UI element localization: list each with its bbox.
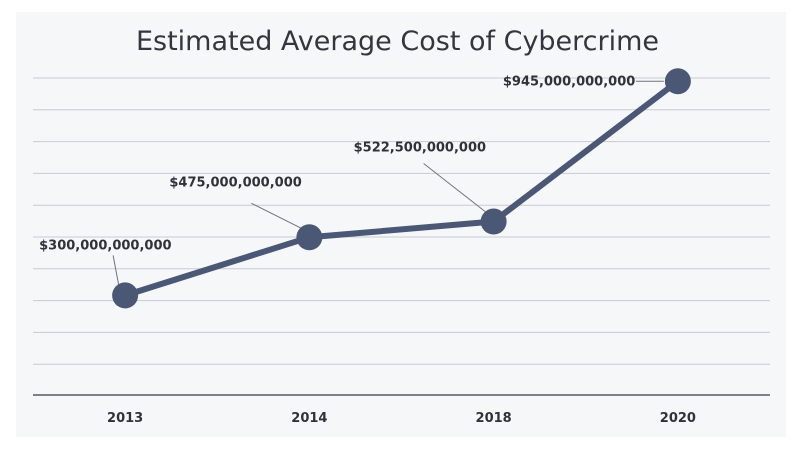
data-label: $522,500,000,000: [354, 141, 486, 156]
data-point[interactable]: [480, 208, 507, 235]
label-leaders: [112, 80, 664, 288]
label-leader-line: [112, 255, 120, 288]
x-tick-labels: 2013 2014 2018 2020: [107, 411, 696, 426]
data-point[interactable]: [112, 282, 139, 309]
x-tick-label: 2014: [291, 411, 327, 426]
data-label: $475,000,000,000: [169, 175, 301, 190]
chart-title: Estimated Average Cost of Cybercrime: [135, 26, 660, 57]
x-tick-label: 2018: [476, 411, 512, 426]
x-tick-label: 2020: [660, 411, 696, 426]
data-label: $300,000,000,000: [39, 238, 171, 253]
chart-panel: [16, 12, 786, 437]
data-point[interactable]: [296, 224, 323, 251]
gridlines: [33, 77, 770, 365]
series-line: [122, 78, 681, 299]
series-line-path: [122, 78, 681, 299]
label-leader-line: [423, 163, 488, 214]
data-label: $945,000,000,000: [503, 74, 635, 89]
data-points: [112, 68, 691, 309]
x-tick-label: 2013: [107, 411, 143, 426]
label-leader-line: [251, 202, 304, 230]
data-labels: $300,000,000,000 $475,000,000,000 $522,500…: [39, 74, 635, 253]
data-point[interactable]: [664, 68, 691, 95]
